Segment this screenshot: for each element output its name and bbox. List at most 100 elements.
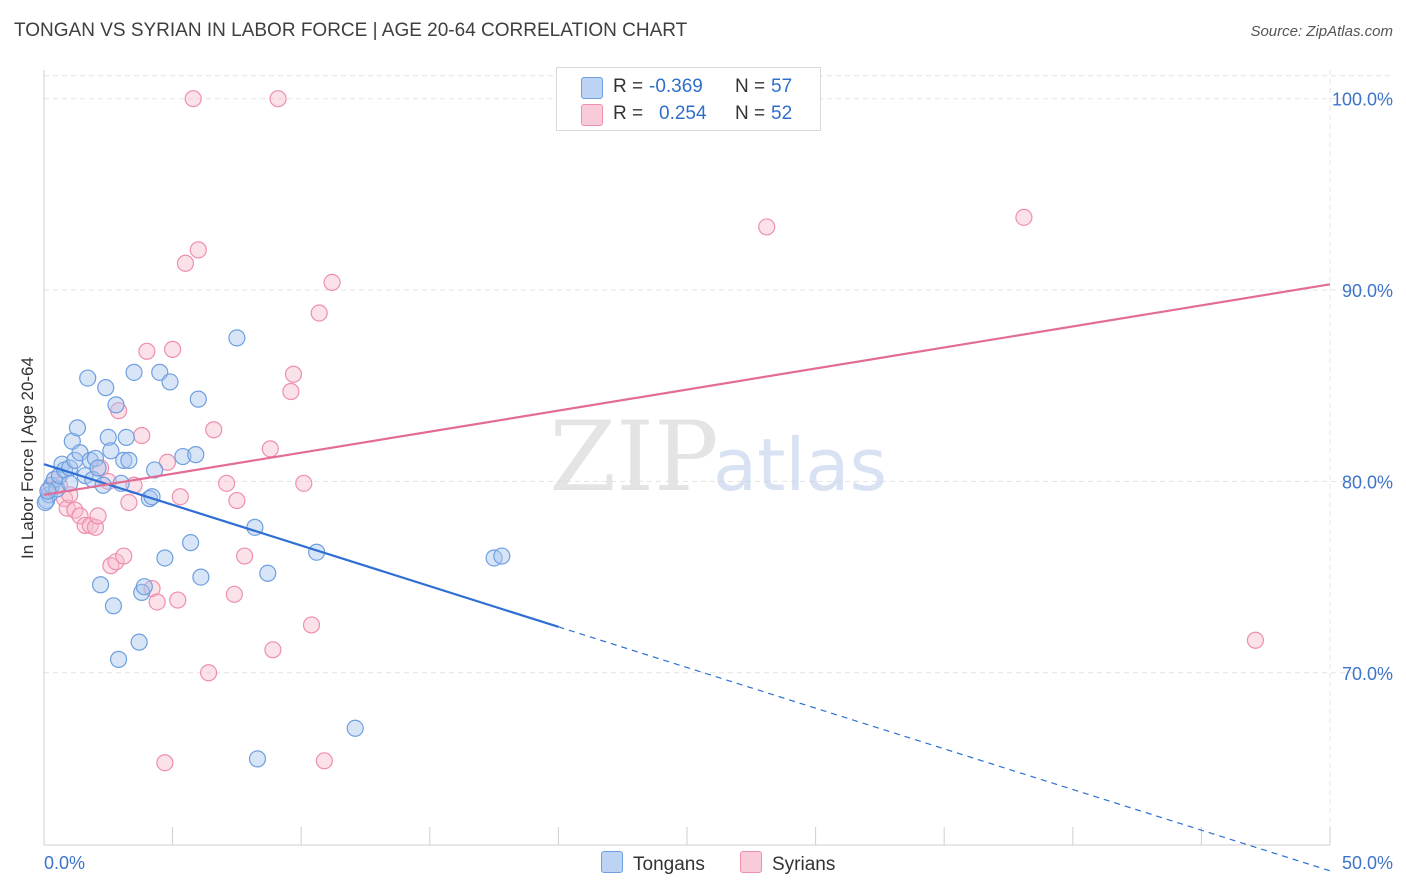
tongan-point — [248, 750, 267, 768]
tongan-point — [39, 482, 57, 500]
x-tick-label: 50.0% — [1342, 853, 1393, 873]
syrians-legend-label: Syrians — [772, 854, 836, 875]
syrians-trendline — [43, 283, 1331, 496]
legend-r-label: R = — [613, 103, 644, 124]
tongan-point — [156, 549, 174, 567]
trend-layer — [43, 283, 1331, 872]
legend-r-label: R = — [613, 76, 644, 97]
tongan-point — [125, 363, 143, 381]
tongan-point — [89, 459, 107, 477]
y-tick-label: 90.0% — [1342, 281, 1393, 301]
y-axis-label: In Labor Force | Age 20-64 — [18, 357, 37, 559]
tongan-point — [97, 379, 115, 397]
watermark: ZIP atlas — [549, 401, 887, 513]
tongan-point — [115, 451, 133, 469]
x-tick-label: 0.0% — [44, 853, 85, 873]
syrian-point — [282, 382, 300, 401]
syrian-point — [89, 507, 107, 525]
syrian-point — [236, 547, 254, 565]
syrian-point — [310, 304, 328, 322]
tongans-legend-label: Tongans — [633, 854, 705, 875]
tongan-point — [107, 396, 125, 414]
stats-legend: R = -0.369 N = 57 R = 0.254 N = 52 — [556, 67, 821, 131]
chart-title: TONGAN VS SYRIAN IN LABOR FORCE | AGE 20… — [14, 20, 688, 41]
tongans-n-value: 57 — [771, 76, 793, 97]
syrian-point — [158, 453, 177, 471]
watermark-zip: ZIP — [549, 401, 718, 513]
tongan-point — [99, 428, 117, 447]
tongan-point — [189, 390, 207, 408]
axis-layer — [43, 70, 1331, 846]
tongan-point — [86, 449, 105, 468]
syrian-point — [1015, 208, 1033, 226]
bottom-legend-tongans: Tongans — [601, 851, 705, 876]
syrian-point — [284, 365, 303, 383]
tongans-swatch — [581, 77, 603, 99]
syrians-n-value: 52 — [771, 103, 793, 124]
syrian-point — [261, 440, 279, 458]
tongan-point — [135, 578, 153, 596]
syrian-point — [302, 616, 321, 634]
syrian-point — [323, 273, 341, 292]
tongan-point — [493, 547, 511, 565]
syrian-point — [228, 491, 246, 510]
tongan-point — [187, 446, 205, 464]
syrian-point — [189, 241, 207, 259]
syrian-point — [1246, 631, 1265, 649]
watermark-atlas: atlas — [713, 423, 887, 507]
legend-n-label: N = — [735, 76, 766, 97]
syrians-r-value: 0.254 — [659, 103, 707, 124]
syrian-point — [133, 426, 151, 445]
syrians-swatch — [581, 104, 603, 126]
tongans-trendline — [43, 463, 559, 628]
tongan-point — [102, 442, 120, 460]
tongan-point — [104, 597, 123, 615]
syrian-point — [184, 90, 202, 108]
source-label: Source: ZipAtlas.com — [1250, 23, 1393, 40]
tongan-point — [145, 461, 164, 479]
syrian-point — [156, 754, 174, 772]
tongan-point — [79, 369, 97, 387]
bottom-legend-syrians: Syrians — [740, 851, 835, 876]
syrian-point — [269, 90, 287, 108]
tongans-r-value: -0.369 — [649, 76, 703, 97]
tongan-point — [120, 451, 138, 469]
tongan-point — [259, 564, 277, 582]
tongans-points — [36, 329, 511, 768]
syrian-point — [171, 488, 189, 506]
tongan-point — [192, 568, 210, 586]
tongan-point — [68, 419, 87, 437]
syrian-point — [264, 641, 282, 659]
syrian-point — [148, 593, 166, 611]
tongans-trendline-extrapolated — [558, 626, 1331, 872]
tongan-point — [117, 428, 135, 447]
tongan-point — [130, 633, 148, 651]
tongan-point — [161, 373, 179, 391]
tongan-point — [174, 447, 192, 466]
syrian-point — [164, 340, 182, 358]
syrian-point — [115, 547, 133, 565]
y-tick-label: 70.0% — [1342, 664, 1393, 684]
tongan-point — [91, 576, 110, 594]
legend-n-label: N = — [735, 103, 766, 124]
syrian-point — [225, 585, 243, 603]
tongan-point — [228, 329, 246, 347]
y-tick-label: 80.0% — [1342, 472, 1393, 492]
syrian-point — [169, 591, 187, 609]
syrians-legend-swatch — [740, 851, 762, 873]
tongan-point — [346, 719, 364, 737]
tick-label-layer: 100.0% 90.0% 80.0% 70.0% 0.0% 50.0% — [44, 90, 1393, 873]
syrian-point — [295, 474, 313, 492]
syrian-point — [138, 342, 156, 360]
syrian-point — [200, 664, 218, 682]
tongan-point — [182, 534, 200, 552]
syrian-point — [176, 254, 195, 272]
syrian-point — [218, 474, 236, 492]
syrian-point — [315, 752, 333, 770]
syrian-point — [120, 493, 138, 512]
tongan-point — [109, 650, 128, 668]
y-tick-label: 100.0% — [1332, 90, 1393, 110]
tongans-legend-swatch — [601, 851, 623, 873]
syrian-point — [758, 218, 776, 236]
